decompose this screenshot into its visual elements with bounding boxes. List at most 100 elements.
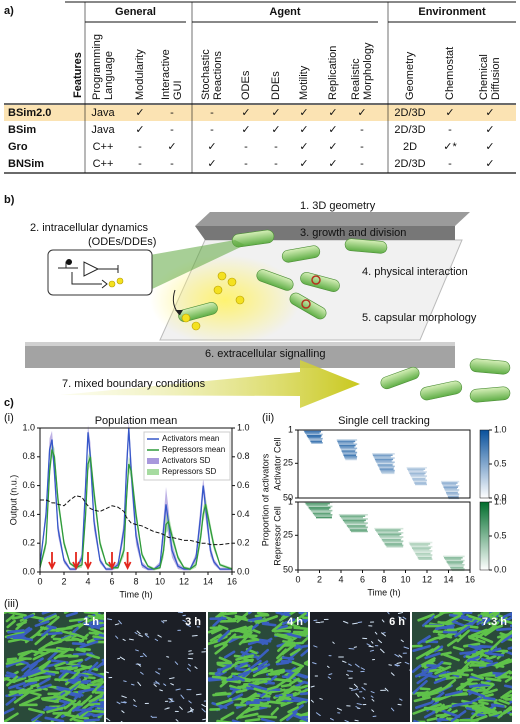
cell-texture — [92, 635, 104, 639]
cell-texture — [86, 682, 101, 687]
cell-texture — [155, 671, 160, 675]
cell-texture — [293, 626, 308, 630]
cell-texture — [432, 697, 444, 701]
heat-strip — [340, 448, 357, 451]
cell-texture — [267, 700, 287, 705]
heat-strip — [342, 519, 366, 522]
column-header: ODEs — [240, 70, 252, 100]
cell-texture — [18, 636, 34, 642]
column-header: Diffusion — [490, 57, 502, 100]
cell-texture — [54, 661, 66, 668]
cell-texture — [454, 625, 471, 638]
diagram-label: 1. 3D geometry — [300, 200, 376, 212]
diagram-label: 7. mixed boundary conditions — [62, 378, 206, 390]
cell-texture — [5, 614, 15, 623]
heat-strip — [448, 563, 465, 566]
cell-texture — [81, 664, 99, 671]
diagram-label: 5. capsular morphology — [362, 312, 477, 324]
row-name: BSim — [8, 124, 36, 136]
legend-label: Activators mean — [162, 434, 219, 443]
cell-texture — [481, 617, 491, 626]
cell-texture — [465, 703, 485, 709]
cell: ✓ — [299, 141, 308, 153]
x-axis-label: Time (h) — [367, 587, 400, 597]
cell-texture — [346, 673, 349, 676]
heat-strip — [305, 433, 323, 436]
y-tick-label: 0.0 — [22, 566, 35, 576]
column-header: Morphology — [362, 42, 374, 100]
cell-texture — [114, 623, 120, 626]
cell-texture — [480, 657, 494, 663]
heatmap-bg — [298, 430, 470, 498]
cell-texture — [357, 621, 363, 624]
mean-line — [39, 427, 232, 570]
group-header: General — [115, 6, 156, 18]
heat-strip — [450, 566, 464, 569]
cell-texture — [427, 686, 443, 695]
cell-texture — [315, 712, 321, 717]
cell: ✓ — [299, 158, 308, 170]
cell-texture — [211, 627, 223, 635]
heat-strip — [377, 532, 404, 534]
heat-strip — [338, 443, 358, 445]
cell-texture — [91, 681, 104, 694]
cell-texture — [63, 699, 77, 710]
heat-strip — [446, 491, 458, 494]
cell-texture — [446, 638, 458, 647]
heat-strip — [339, 446, 355, 448]
snapshot-texture — [4, 612, 104, 722]
cell-texture — [11, 676, 27, 684]
colorbar-label: 0.5 — [494, 530, 507, 540]
column-header: Language — [103, 51, 115, 100]
cell: - — [244, 141, 248, 153]
cell-texture — [211, 701, 228, 710]
heat-strip — [449, 565, 464, 567]
cell: - — [210, 107, 214, 119]
cell-texture — [79, 709, 90, 719]
cell-texture — [175, 688, 181, 691]
cell-texture — [280, 683, 292, 688]
heat-strip — [380, 469, 395, 472]
cell-texture — [344, 719, 349, 722]
cell-texture — [404, 661, 410, 665]
cell-texture — [467, 634, 482, 638]
cell-texture — [284, 612, 291, 617]
cell-texture — [444, 690, 463, 697]
snapshot — [106, 612, 206, 722]
legend-swatch — [147, 469, 159, 475]
colorbar-label: 1.0 — [494, 496, 507, 506]
snapshot-label: 7.3 h — [482, 616, 507, 628]
column-header: Motility — [298, 65, 310, 100]
y-tick-label: 25 — [283, 458, 293, 468]
cell-texture — [409, 669, 410, 671]
heat-strip — [412, 548, 430, 551]
cell-texture — [106, 671, 109, 674]
cell-texture — [7, 629, 25, 634]
heat-strip — [414, 551, 432, 554]
cell-texture — [88, 702, 101, 707]
heat-strip — [342, 451, 358, 454]
cell-texture — [489, 612, 501, 616]
heat-strip — [344, 457, 357, 459]
cell-texture — [260, 717, 276, 722]
cell: ✓ — [485, 107, 494, 119]
cell-texture — [362, 696, 366, 700]
heat-strip — [380, 471, 395, 473]
cell-texture — [402, 616, 407, 620]
cell-texture — [6, 657, 18, 661]
cell-texture — [136, 630, 141, 635]
cell-texture — [403, 646, 410, 649]
heat-strip — [416, 555, 432, 558]
cell-texture — [209, 633, 222, 642]
cell-texture — [7, 657, 28, 665]
heat-strip — [314, 515, 332, 517]
cell: ✓ — [328, 141, 337, 153]
y-tick-label: 50 — [283, 564, 293, 574]
colorbar-label: 0.5 — [494, 458, 507, 468]
cell-texture — [64, 713, 84, 720]
cell-texture — [190, 709, 195, 711]
cell-texture — [313, 645, 318, 648]
cell-texture — [497, 670, 511, 680]
cell-texture — [187, 710, 193, 713]
column-header: GUI — [172, 80, 184, 100]
